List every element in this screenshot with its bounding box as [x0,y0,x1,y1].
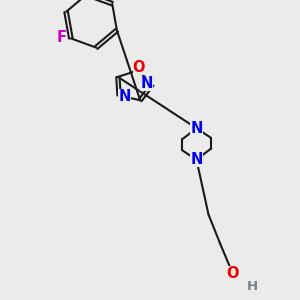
Text: H: H [246,280,258,293]
Text: O: O [133,60,145,75]
Text: N: N [140,76,153,91]
Text: N: N [190,121,203,136]
Text: N: N [118,88,130,104]
Text: N: N [190,152,203,167]
Text: F: F [56,30,66,45]
Text: O: O [226,266,239,280]
